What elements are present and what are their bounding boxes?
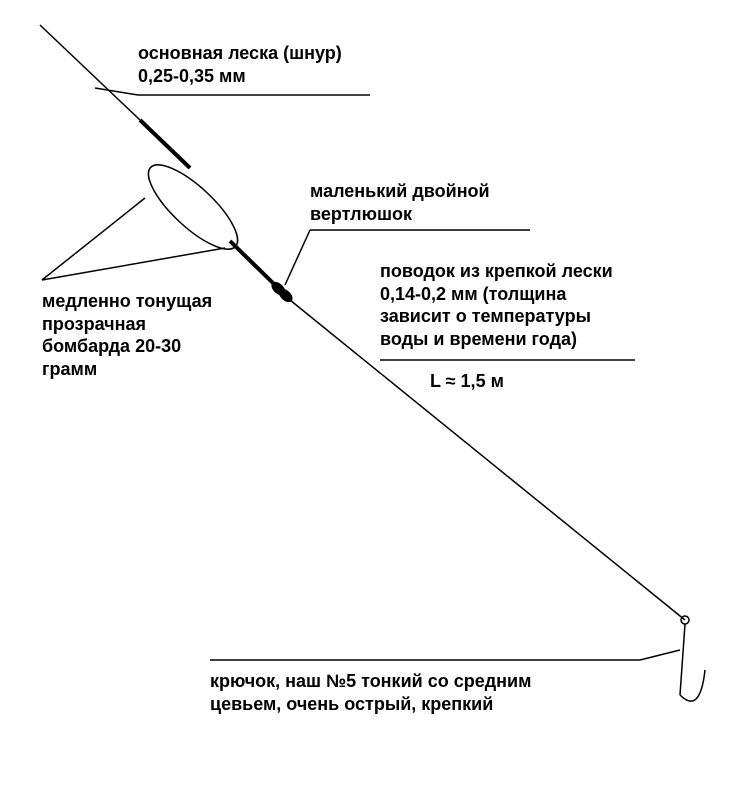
- bombarda-tube: [230, 241, 275, 285]
- callout-hook-leader: [640, 650, 680, 660]
- callout-main-leader: [95, 88, 138, 95]
- callout-bombarda-2: [42, 248, 225, 280]
- callout-bombarda-1: [42, 198, 145, 280]
- label-leader: поводок из крепкой лески 0,14-0,2 мм (то…: [380, 260, 613, 350]
- label-hook: крючок, наш №5 тонкий со средним цевьем,…: [210, 670, 531, 715]
- hook-shank: [680, 624, 685, 695]
- label-main-line: основная леска (шнур) 0,25-0,35 мм: [138, 42, 342, 87]
- label-swivel: маленький двойной вертлюшок: [310, 180, 490, 225]
- label-leader-length: L ≈ 1,5 м: [430, 370, 504, 393]
- line-thick-upper: [140, 120, 190, 168]
- main-line-top: [40, 25, 140, 120]
- label-bombarda: медленно тонущая прозрачная бомбарда 20-…: [42, 290, 212, 380]
- hook-bend: [680, 670, 705, 701]
- callout-swivel-leader: [285, 230, 310, 285]
- diagram-canvas: основная леска (шнур) 0,25-0,35 мм мален…: [0, 0, 756, 800]
